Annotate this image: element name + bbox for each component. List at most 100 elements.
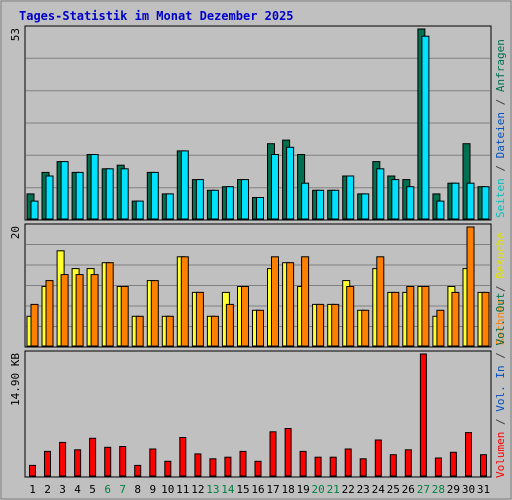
bar-rechner-day-16: [256, 309, 264, 347]
ymax-label-top: 53: [9, 28, 22, 41]
bar-rechner-day-30: [466, 226, 475, 347]
bar-rechner-day-18: [286, 262, 295, 347]
bar-volumen-day-25: [389, 454, 397, 477]
legend-middle: Rechner / Besuche: [494, 232, 507, 345]
bar-volumen-day-29: [449, 451, 457, 477]
bar-volumen-day-18: [284, 428, 292, 477]
bar-rechner-day-9: [150, 280, 159, 347]
bar-rechner-day-19: [301, 256, 310, 347]
bar-rechner-day-22: [346, 286, 355, 347]
bar-dateien-day-28: [436, 200, 445, 220]
bar-dateien-day-5: [90, 154, 99, 220]
bar-rechner-day-5: [90, 274, 99, 347]
bar-volumen-day-3: [59, 441, 67, 477]
bar-dateien-day-18: [286, 146, 295, 220]
legend-middle-part: /: [494, 279, 507, 299]
bar-dateien-day-14: [225, 186, 234, 220]
x-tick-label: 1: [29, 483, 36, 496]
bar-dateien-day-15: [241, 179, 249, 220]
bar-rechner-day-23: [361, 309, 370, 347]
x-tick-label: 22: [342, 483, 355, 496]
bar-dateien-day-31: [481, 186, 490, 220]
bar-rechner-day-21: [331, 303, 340, 347]
bar-volumen-day-23: [359, 458, 367, 477]
legend-bottom-part: Volumen: [494, 432, 507, 478]
legend-top-part: Seiten: [494, 178, 507, 218]
bar-rechner-day-2: [45, 280, 54, 347]
bar-rechner-day-20: [316, 303, 325, 347]
bar-dateien-day-25: [391, 179, 400, 220]
bar-dateien-day-2: [45, 175, 54, 220]
x-tick-label: 14: [221, 483, 235, 496]
legend-bottom-part: /: [494, 412, 507, 432]
panel-bottom: [24, 350, 492, 478]
bar-dateien-day-27: [421, 35, 430, 220]
bar-dateien-day-6: [105, 168, 114, 220]
bar-volumen-day-26: [404, 449, 412, 477]
x-tick-label: 28: [432, 483, 445, 496]
ymax-label-bottom: 14.90 KB: [9, 353, 22, 406]
bar-volumen-day-11: [179, 437, 187, 477]
bar-dateien-day-11: [180, 150, 189, 220]
bar-volumen-day-1: [29, 464, 36, 477]
x-tick-label: 19: [296, 483, 309, 496]
x-tick-label: 13: [206, 483, 219, 496]
legend-bottom-part: Vol. Out: [494, 293, 507, 346]
bar-rechner-day-1: [30, 303, 39, 347]
x-tick-label: 16: [251, 483, 264, 496]
bar-volumen-day-31: [480, 454, 487, 477]
bar-volumen-day-27: [419, 353, 427, 477]
bar-rechner-day-24: [376, 256, 385, 347]
bar-rechner-day-7: [120, 286, 129, 347]
bar-dateien-day-1: [30, 200, 39, 220]
bar-rechner-day-12: [195, 291, 204, 347]
bar-dateien-day-20: [316, 189, 325, 220]
x-tick-label: 29: [447, 483, 460, 496]
bar-volumen-day-7: [119, 446, 127, 477]
bar-volumen-day-10: [164, 460, 172, 477]
x-tick-label: 5: [89, 483, 96, 496]
x-tick-label: 30: [462, 483, 475, 496]
legend-middle-part: Rechner: [494, 298, 507, 345]
chart-title: Tages-Statistik im Monat Dezember 2025: [19, 9, 294, 23]
bar-volumen-day-8: [134, 464, 142, 477]
bar-rechner-day-14: [225, 303, 234, 347]
legend-top: Seiten / Dateien / Anfragen: [494, 39, 507, 218]
bar-volumen-day-14: [224, 456, 232, 477]
legend-middle-part: Besuche: [494, 232, 507, 278]
bar-volumen-day-5: [89, 437, 97, 477]
x-tick-label: 7: [119, 483, 126, 496]
bar-dateien-day-10: [165, 193, 174, 220]
x-tick-label: 24: [372, 483, 386, 496]
x-tick-label: 4: [74, 483, 81, 496]
x-tick-label: 18: [281, 483, 294, 496]
bar-volumen-day-6: [104, 446, 112, 477]
bar-dateien-day-21: [331, 189, 340, 220]
bar-rechner-day-11: [180, 256, 189, 347]
bar-rechner-day-4: [75, 274, 84, 347]
bar-volumen-day-30: [465, 432, 472, 477]
bar-volumen-day-17: [269, 431, 277, 477]
bar-rechner-day-13: [210, 315, 219, 347]
x-tick-label: 31: [477, 483, 490, 496]
bar-volumen-day-2: [44, 450, 51, 477]
x-tick-label: 3: [59, 483, 66, 496]
legend-bottom-part: /: [494, 346, 507, 366]
bar-dateien-day-4: [75, 171, 84, 220]
bar-dateien-day-17: [271, 154, 279, 220]
bar-dateien-day-9: [150, 171, 159, 220]
x-tick-label: 6: [104, 483, 111, 496]
bar-volumen-day-13: [209, 458, 217, 477]
bar-rechner-day-26: [406, 286, 415, 347]
bar-dateien-day-8: [135, 200, 144, 220]
bar-rechner-day-6: [105, 262, 114, 347]
bar-rechner-day-3: [60, 274, 69, 347]
bar-dateien-day-30: [466, 182, 475, 220]
x-tick-label: 26: [402, 483, 415, 496]
bar-dateien-day-3: [60, 161, 69, 220]
bar-rechner-day-10: [165, 315, 174, 347]
x-tick-label: 12: [191, 483, 204, 496]
